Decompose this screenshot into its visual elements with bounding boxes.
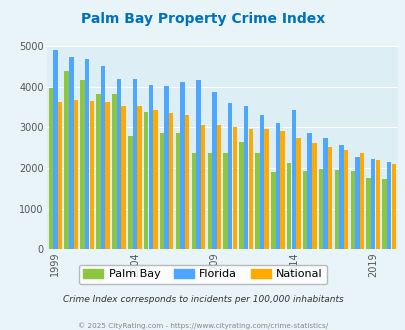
Bar [318,169,322,249]
Bar [132,80,137,249]
Bar [382,179,386,249]
Bar [175,133,180,249]
Legend: Palm Bay, Florida, National: Palm Bay, Florida, National [79,265,326,284]
Bar [248,129,252,249]
Text: © 2025 CityRating.com - https://www.cityrating.com/crime-statistics/: © 2025 CityRating.com - https://www.city… [78,323,327,329]
Bar [243,106,248,249]
Bar [207,153,211,249]
Bar [112,94,116,249]
Bar [271,172,275,249]
Bar [375,160,379,249]
Bar [370,159,375,249]
Bar [232,127,237,249]
Bar [286,163,291,249]
Bar [322,138,327,249]
Bar [90,101,94,249]
Bar [279,131,284,249]
Bar [85,59,89,249]
Bar [307,133,311,249]
Bar [275,122,279,249]
Bar [105,102,110,249]
Bar [191,153,196,249]
Bar [121,106,126,249]
Bar [117,80,121,249]
Bar [291,110,295,249]
Text: Palm Bay Property Crime Index: Palm Bay Property Crime Index [81,12,324,25]
Bar [53,50,58,249]
Bar [302,171,307,249]
Text: Crime Index corresponds to incidents per 100,000 inhabitants: Crime Index corresponds to incidents per… [62,295,343,304]
Bar [390,164,395,249]
Bar [153,110,157,249]
Bar [69,57,73,249]
Bar [180,82,184,249]
Bar [128,136,132,249]
Bar [228,103,232,249]
Bar [164,86,168,249]
Bar [259,115,264,249]
Bar [80,80,85,249]
Bar [96,94,100,249]
Bar [311,143,316,249]
Bar [334,170,338,249]
Bar [223,152,227,249]
Bar [148,85,153,249]
Bar [49,87,53,249]
Bar [366,178,370,249]
Bar [264,129,268,249]
Bar [216,125,221,249]
Bar [350,171,354,249]
Bar [196,80,200,249]
Bar [100,67,105,249]
Bar [239,142,243,249]
Bar [137,106,141,249]
Bar [339,145,343,249]
Bar [327,147,332,249]
Bar [168,113,173,249]
Bar [74,100,78,249]
Bar [200,125,205,249]
Bar [64,71,69,249]
Bar [211,92,216,249]
Bar [343,150,347,249]
Bar [58,102,62,249]
Bar [185,115,189,249]
Bar [359,153,363,249]
Bar [144,112,148,249]
Bar [255,153,259,249]
Bar [296,138,300,249]
Bar [354,157,359,249]
Bar [386,162,390,249]
Bar [160,133,164,249]
